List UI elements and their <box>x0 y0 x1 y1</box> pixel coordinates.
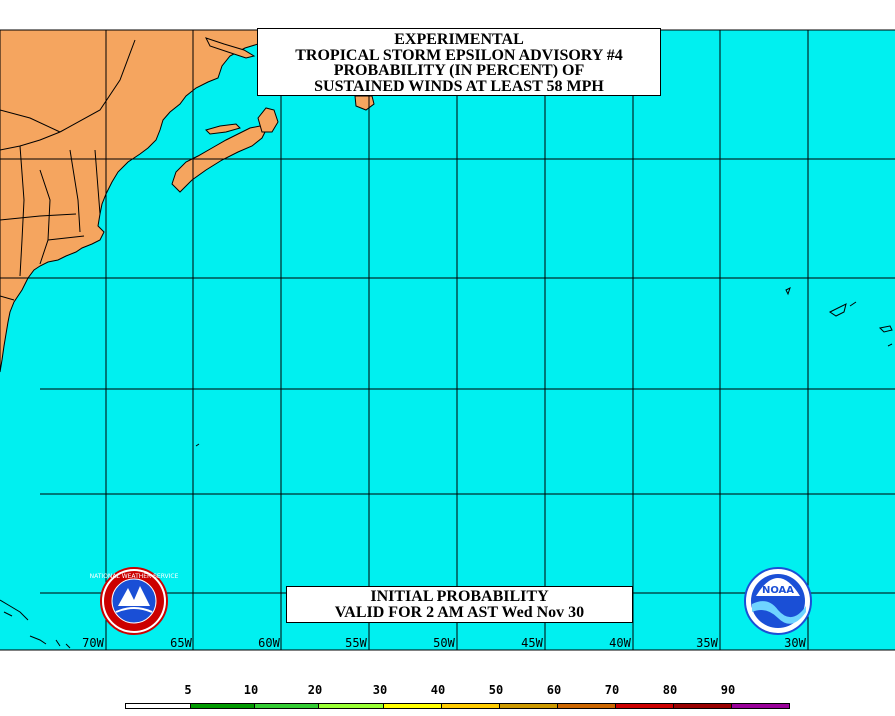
legend-swatch <box>673 703 732 709</box>
legend-swatch <box>318 703 384 709</box>
title-line: EXPERIMENTAL <box>394 31 524 48</box>
land-pei <box>205 123 241 135</box>
legend-swatch <box>254 703 319 709</box>
valid-line: VALID FOR 2 AM AST Wed Nov 30 <box>334 603 585 621</box>
land-bermuda <box>195 443 200 447</box>
legend-swatch <box>499 703 558 709</box>
valid-line: INITIAL PROBABILITY <box>370 588 549 605</box>
legend-swatch <box>125 703 191 709</box>
legend-label: 80 <box>662 683 678 697</box>
valid-time-box: INITIAL PROBABILITY VALID FOR 2 AM AST W… <box>286 586 633 623</box>
lon-label: 65W <box>170 636 192 650</box>
lon-label: 50W <box>433 636 455 650</box>
lon-label: 70W <box>82 636 104 650</box>
legend-swatch <box>383 703 442 709</box>
legend-swatch <box>615 703 674 709</box>
nws-logo-text: NATIONAL WEATHER SERVICE <box>90 573 179 580</box>
land-caribbean <box>0 599 71 649</box>
legend-label: 70 <box>604 683 620 697</box>
legend-swatch <box>190 703 255 709</box>
land-anticosti <box>205 37 256 59</box>
state-borders <box>0 39 136 301</box>
title-line: SUSTAINED WINDS AT LEAST 58 MPH <box>314 77 604 95</box>
legend-label: 20 <box>307 683 323 697</box>
land-north-america <box>0 29 259 373</box>
nws-logo: NATIONAL WEATHER SERVICE <box>90 567 179 635</box>
legend-label: 10 <box>243 683 259 697</box>
title-line: PROBABILITY (IN PERCENT) OF <box>333 62 585 79</box>
lon-label: 55W <box>345 636 367 650</box>
lon-label: 60W <box>258 636 280 650</box>
land-azores <box>785 287 893 347</box>
legend-label: 5 <box>184 683 192 697</box>
lon-label: 35W <box>696 636 718 650</box>
map-title: EXPERIMENTAL TROPICAL STORM EPSILON ADVI… <box>257 28 661 96</box>
legend-label: 30 <box>372 683 388 697</box>
legend-label: 40 <box>430 683 446 697</box>
legend-label: 60 <box>546 683 562 697</box>
legend-swatch <box>441 703 500 709</box>
title-line: TROPICAL STORM EPSILON ADVISORY #4 <box>295 46 623 64</box>
land-cape-breton <box>257 107 279 133</box>
noaa-logo: NOAA <box>744 567 812 635</box>
legend-swatch <box>731 703 790 709</box>
legend-swatch <box>557 703 616 709</box>
noaa-logo-text: NOAA <box>762 585 794 596</box>
legend-label: 50 <box>488 683 504 697</box>
lat-lon-grid <box>0 29 895 651</box>
lon-label: 30W <box>784 636 806 650</box>
lon-label: 40W <box>609 636 631 650</box>
legend-label: 90 <box>720 683 736 697</box>
lon-label: 45W <box>521 636 543 650</box>
